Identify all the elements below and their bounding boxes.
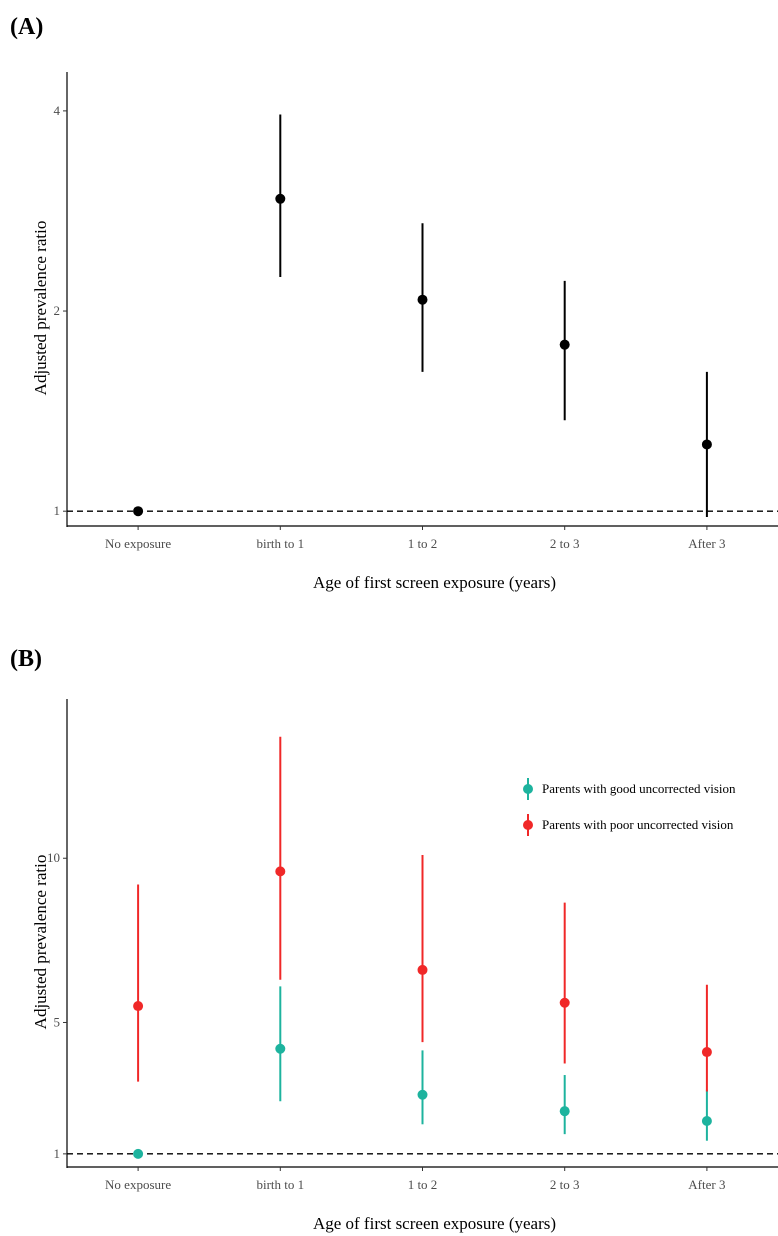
x-tick-label: 2 to 3 [550, 1177, 580, 1192]
legend-key-point [523, 820, 533, 830]
data-point [418, 1090, 428, 1100]
data-point [702, 1116, 712, 1126]
data-point [560, 998, 570, 1008]
x-tick-label: 1 to 2 [408, 1177, 438, 1192]
data-point [560, 1106, 570, 1116]
legend-label: Parents with poor uncorrected vision [542, 817, 734, 832]
data-point [275, 1044, 285, 1054]
legend-key-point [523, 784, 533, 794]
x-tick-label: After 3 [688, 1177, 725, 1192]
x-tick-label: No exposure [105, 1177, 171, 1192]
data-point [133, 1001, 143, 1011]
data-point [133, 1149, 143, 1159]
y-tick-label: 5 [54, 1014, 61, 1029]
y-tick-label: 1 [54, 1146, 61, 1161]
data-point [418, 965, 428, 975]
x-tick-label: birth to 1 [256, 1177, 304, 1192]
x-axis-title: Age of first screen exposure (years) [313, 1214, 556, 1233]
y-axis-title: Adjusted prevalence ratio [31, 855, 50, 1030]
legend-label: Parents with good uncorrected vision [542, 781, 736, 796]
data-point [702, 1047, 712, 1057]
data-point [275, 866, 285, 876]
